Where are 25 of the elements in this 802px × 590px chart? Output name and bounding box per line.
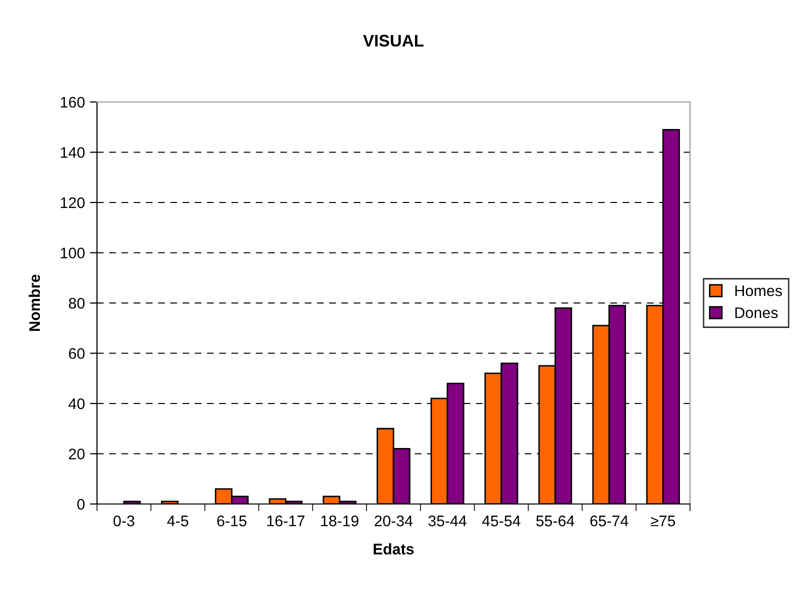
x-axis-title: Edats [374, 543, 414, 554]
x-tick-label: 16-17 [267, 516, 304, 526]
y-tick-label: 160 [60, 96, 85, 108]
y-tick-label: 0 [77, 498, 85, 510]
x-tick-label: 65-74 [590, 516, 628, 526]
legend-label: Homes [735, 286, 782, 296]
legend-label: Dones [735, 307, 778, 318]
x-tick-label: 35-44 [428, 516, 466, 526]
x-tick-label: 45-54 [482, 516, 520, 526]
y-tick-label: 140 [60, 147, 85, 158]
x-tick-label: 18-19 [321, 516, 358, 526]
x-tick-label: 6-15 [217, 516, 246, 526]
y-tick-label: 100 [60, 248, 85, 258]
y-tick-label: 40 [68, 398, 85, 410]
y-tick-label: 120 [60, 197, 85, 208]
x-tick-label: 55-64 [536, 516, 574, 526]
y-tick-label: 20 [68, 448, 85, 460]
y-axis-title: Nombre [28, 274, 40, 331]
x-tick-label: 0-3 [114, 516, 134, 526]
y-tick-label: 60 [68, 348, 85, 359]
x-tick-label: ≥75 [650, 516, 676, 526]
chart-title: VISUAL [363, 34, 424, 47]
x-tick-label: 4-5 [167, 516, 188, 526]
y-tick-label: 80 [68, 298, 85, 309]
x-tick-label: 20-34 [374, 516, 413, 526]
